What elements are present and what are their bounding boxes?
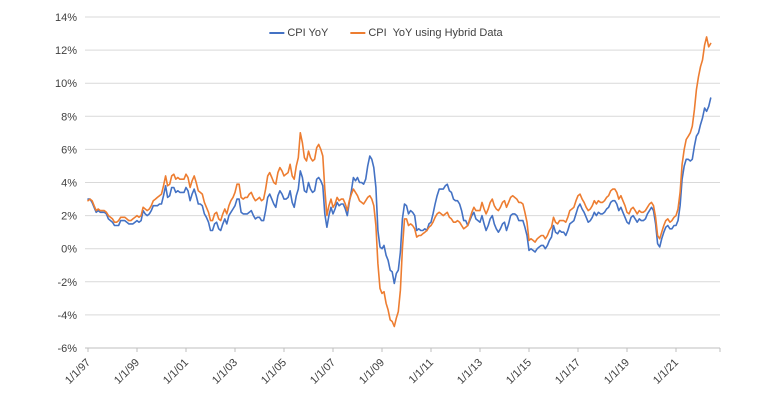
svg-text:-4%: -4% bbox=[57, 310, 77, 322]
svg-text:4%: 4% bbox=[61, 178, 77, 190]
svg-text:1/1/11: 1/1/11 bbox=[407, 357, 437, 387]
legend-line-sample-orange bbox=[350, 32, 366, 34]
svg-text:1/1/01: 1/1/01 bbox=[161, 357, 191, 387]
svg-text:6%: 6% bbox=[61, 144, 77, 156]
svg-text:-6%: -6% bbox=[57, 343, 77, 355]
svg-text:1/1/97: 1/1/97 bbox=[63, 357, 93, 387]
svg-text:0%: 0% bbox=[61, 244, 77, 256]
svg-text:-2%: -2% bbox=[57, 277, 77, 289]
svg-text:2%: 2% bbox=[61, 211, 77, 223]
svg-text:1/1/17: 1/1/17 bbox=[553, 357, 583, 387]
legend-label-cpi-yoy: CPI YoY bbox=[287, 27, 329, 39]
svg-text:10%: 10% bbox=[55, 78, 77, 90]
legend-item-cpi-hybrid: CPI YoY using Hybrid Data bbox=[350, 26, 503, 40]
svg-text:1/1/05: 1/1/05 bbox=[259, 357, 289, 387]
chart-legend: CPI YoY CPI YoY using Hybrid Data bbox=[269, 26, 503, 40]
svg-text:1/1/09: 1/1/09 bbox=[357, 357, 387, 387]
legend-label-cpi-hybrid: CPI YoY using Hybrid Data bbox=[368, 27, 503, 39]
legend-item-cpi-yoy: CPI YoY bbox=[269, 26, 328, 40]
svg-text:1/1/07: 1/1/07 bbox=[308, 357, 338, 387]
svg-text:8%: 8% bbox=[61, 111, 77, 123]
svg-text:14%: 14% bbox=[55, 12, 77, 24]
legend-line-sample-blue bbox=[269, 32, 285, 34]
svg-text:1/1/99: 1/1/99 bbox=[112, 357, 142, 387]
svg-text:1/1/13: 1/1/13 bbox=[455, 357, 485, 387]
svg-text:1/1/19: 1/1/19 bbox=[602, 357, 632, 387]
svg-text:1/1/15: 1/1/15 bbox=[504, 357, 534, 387]
svg-text:1/1/21: 1/1/21 bbox=[651, 357, 681, 387]
svg-text:12%: 12% bbox=[55, 45, 77, 57]
svg-text:1/1/03: 1/1/03 bbox=[210, 357, 240, 387]
